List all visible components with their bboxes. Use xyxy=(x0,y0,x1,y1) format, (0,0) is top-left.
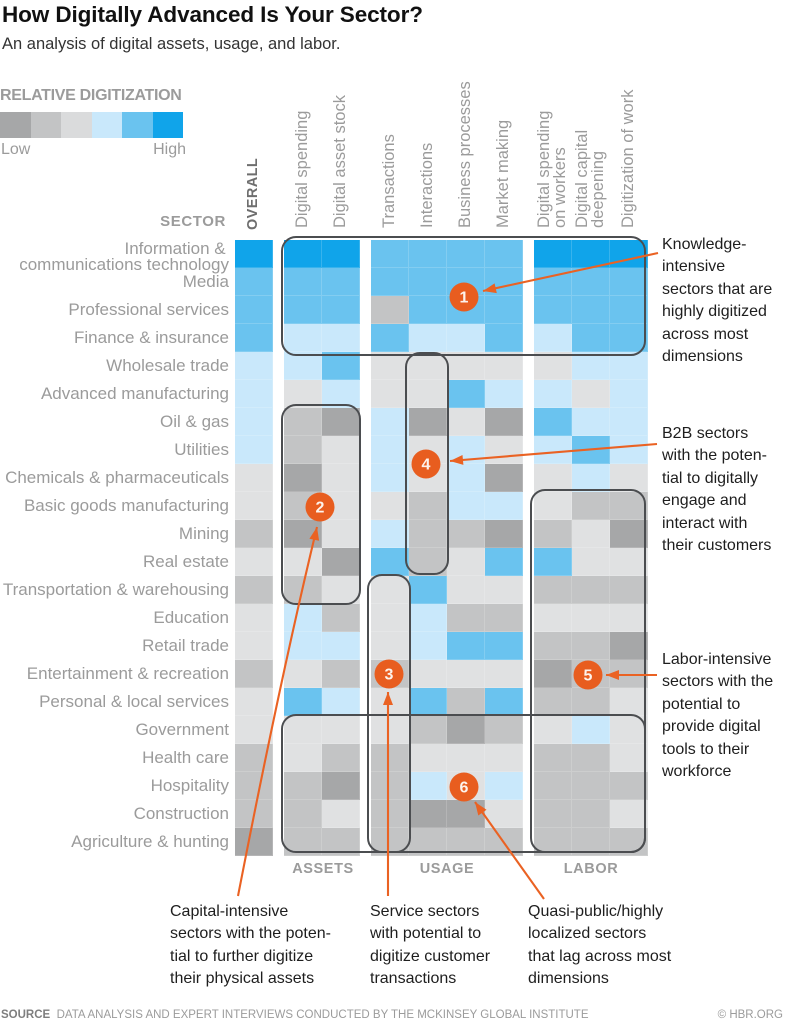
svg-text:4: 4 xyxy=(422,457,431,474)
svg-text:3: 3 xyxy=(385,667,394,684)
svg-text:2: 2 xyxy=(316,500,325,517)
svg-text:5: 5 xyxy=(584,668,593,685)
svg-text:6: 6 xyxy=(460,780,469,797)
svg-text:1: 1 xyxy=(460,290,469,307)
